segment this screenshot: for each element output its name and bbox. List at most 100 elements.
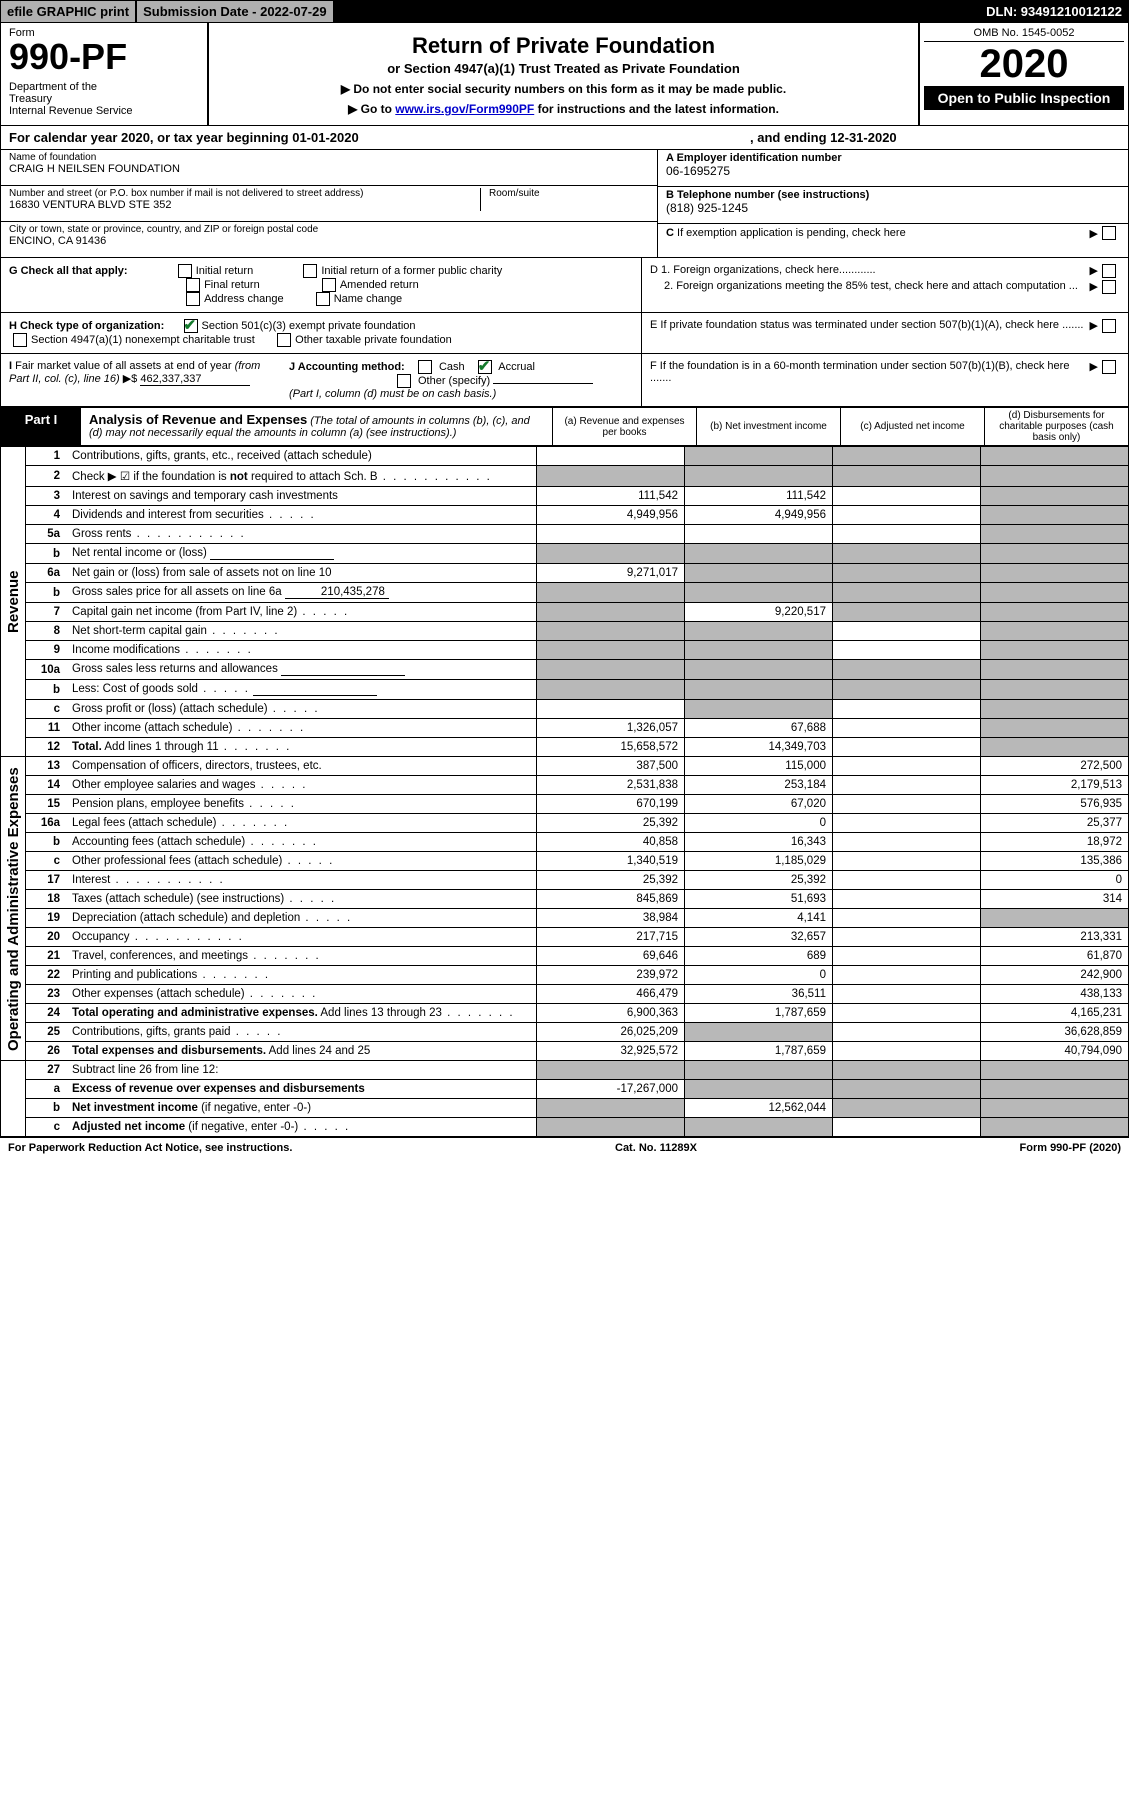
footer-right: Form 990-PF (2020): [1020, 1142, 1122, 1154]
exemption-pending-row: C If exemption application is pending, c…: [658, 224, 1128, 248]
amount-cell: 61,870: [981, 947, 1129, 966]
amount-cell: [833, 890, 981, 909]
amended-return-checkbox[interactable]: [322, 278, 336, 292]
other-taxable-checkbox[interactable]: [277, 333, 291, 347]
page-footer: For Paperwork Reduction Act Notice, see …: [0, 1137, 1129, 1158]
table-row: 19Depreciation (attach schedule) and dep…: [1, 909, 1129, 928]
amount-cell: [833, 833, 981, 852]
amount-cell: [833, 583, 981, 603]
line-description: Capital gain net income (from Part IV, l…: [66, 603, 537, 622]
line-number: 27: [26, 1061, 67, 1080]
amount-cell: [537, 603, 685, 622]
line-description: Gross sales less returns and allowances: [66, 660, 537, 680]
arrow-icon: ▶: [1090, 360, 1098, 384]
table-row: 16aLegal fees (attach schedule)25,392025…: [1, 814, 1129, 833]
amount-cell: 242,900: [981, 966, 1129, 985]
arrow-icon: ▶: [1090, 280, 1098, 294]
table-row: 23Other expenses (attach schedule)466,47…: [1, 985, 1129, 1004]
initial-return-former-checkbox[interactable]: [303, 264, 317, 278]
amount-cell: 111,542: [537, 487, 685, 506]
line-number: 18: [26, 890, 67, 909]
g-d-block: G Check all that apply: Initial return I…: [0, 258, 1129, 313]
d2-checkbox[interactable]: [1102, 280, 1116, 294]
j-note: (Part I, column (d) must be on cash basi…: [289, 388, 496, 400]
amount-cell: 18,972: [981, 833, 1129, 852]
initial-return-checkbox[interactable]: [178, 264, 192, 278]
form-number: 990-PF: [9, 39, 199, 75]
address-change-checkbox[interactable]: [186, 292, 200, 306]
table-row: bLess: Cost of goods sold: [1, 680, 1129, 700]
amount-cell: 314: [981, 890, 1129, 909]
line-number: 2: [26, 466, 67, 487]
amount-cell: [981, 1118, 1129, 1137]
amount-cell: 272,500: [981, 757, 1129, 776]
submission-date-label: Submission Date - 2022-07-29: [137, 1, 333, 22]
e-checkbox[interactable]: [1102, 319, 1116, 333]
table-row: Operating and Administrative Expenses13C…: [1, 757, 1129, 776]
amount-cell: [833, 1042, 981, 1061]
col-b-header: (b) Net investment income: [696, 408, 840, 445]
amount-cell: [537, 583, 685, 603]
header-note2: ▶ Go to www.irs.gov/Form990PF for instru…: [219, 102, 908, 116]
line-number: b: [26, 833, 67, 852]
amount-cell: 438,133: [981, 985, 1129, 1004]
amount-cell: [685, 447, 833, 466]
amount-cell: 38,984: [537, 909, 685, 928]
amount-cell: 2,531,838: [537, 776, 685, 795]
amount-cell: 135,386: [981, 852, 1129, 871]
amount-cell: 111,542: [685, 487, 833, 506]
amount-cell: [981, 622, 1129, 641]
amount-cell: [833, 680, 981, 700]
header-mid: Return of Private Foundation or Section …: [209, 23, 918, 125]
line-description: Pension plans, employee benefits: [66, 795, 537, 814]
501c3-checkbox[interactable]: [184, 319, 198, 333]
table-row: 17Interest25,39225,3920: [1, 871, 1129, 890]
cash-checkbox[interactable]: [418, 360, 432, 374]
f-checkbox[interactable]: [1102, 360, 1116, 374]
name-change-checkbox[interactable]: [316, 292, 330, 306]
final-return-label: Final return: [204, 279, 260, 291]
address-change-label: Address change: [204, 293, 284, 305]
line-description: Other expenses (attach schedule): [66, 985, 537, 1004]
amount-cell: [833, 795, 981, 814]
header-left: Form 990-PF Department of theTreasuryInt…: [1, 23, 209, 125]
line-description: Depreciation (attach schedule) and deple…: [66, 909, 537, 928]
efile-print-label[interactable]: efile GRAPHIC print: [1, 1, 137, 22]
city-label: City or town, state or province, country…: [9, 224, 318, 235]
amount-cell: [981, 525, 1129, 544]
4947a1-checkbox[interactable]: [13, 333, 27, 347]
line-description: Income modifications: [66, 641, 537, 660]
other-method-checkbox[interactable]: [397, 374, 411, 388]
line-description: Dividends and interest from securities: [66, 506, 537, 525]
table-row: bNet investment income (if negative, ent…: [1, 1099, 1129, 1118]
other-method-label: Other (specify): [418, 375, 490, 387]
amount-cell: [537, 1061, 685, 1080]
amount-cell: 4,165,231: [981, 1004, 1129, 1023]
e-label: E If private foundation status was termi…: [650, 319, 1090, 333]
amount-cell: [833, 447, 981, 466]
final-return-checkbox[interactable]: [186, 278, 200, 292]
amount-cell: [981, 487, 1129, 506]
amount-cell: 576,935: [981, 795, 1129, 814]
d1-checkbox[interactable]: [1102, 264, 1116, 278]
amount-cell: [833, 1061, 981, 1080]
table-row: 3Interest on savings and temporary cash …: [1, 487, 1129, 506]
line-description: Travel, conferences, and meetings: [66, 947, 537, 966]
table-row: cOther professional fees (attach schedul…: [1, 852, 1129, 871]
amount-cell: [833, 603, 981, 622]
table-row: 5aGross rents: [1, 525, 1129, 544]
amount-cell: [981, 1080, 1129, 1099]
table-row: 2Check ▶ ☑ if the foundation is not requ…: [1, 466, 1129, 487]
line-description: Net gain or (loss) from sale of assets n…: [66, 564, 537, 583]
amount-cell: 1,787,659: [685, 1004, 833, 1023]
entity-left: Name of foundation CRAIG H NEILSEN FOUND…: [1, 150, 657, 257]
irs-link[interactable]: www.irs.gov/Form990PF: [395, 102, 534, 116]
amount-cell: [685, 1023, 833, 1042]
exemption-pending-checkbox[interactable]: [1102, 226, 1116, 240]
part1-tab: Part I: [1, 408, 81, 445]
amount-cell: [537, 641, 685, 660]
amount-cell: [685, 544, 833, 564]
amount-cell: [833, 1080, 981, 1099]
accrual-checkbox[interactable]: [478, 360, 492, 374]
amount-cell: [981, 583, 1129, 603]
